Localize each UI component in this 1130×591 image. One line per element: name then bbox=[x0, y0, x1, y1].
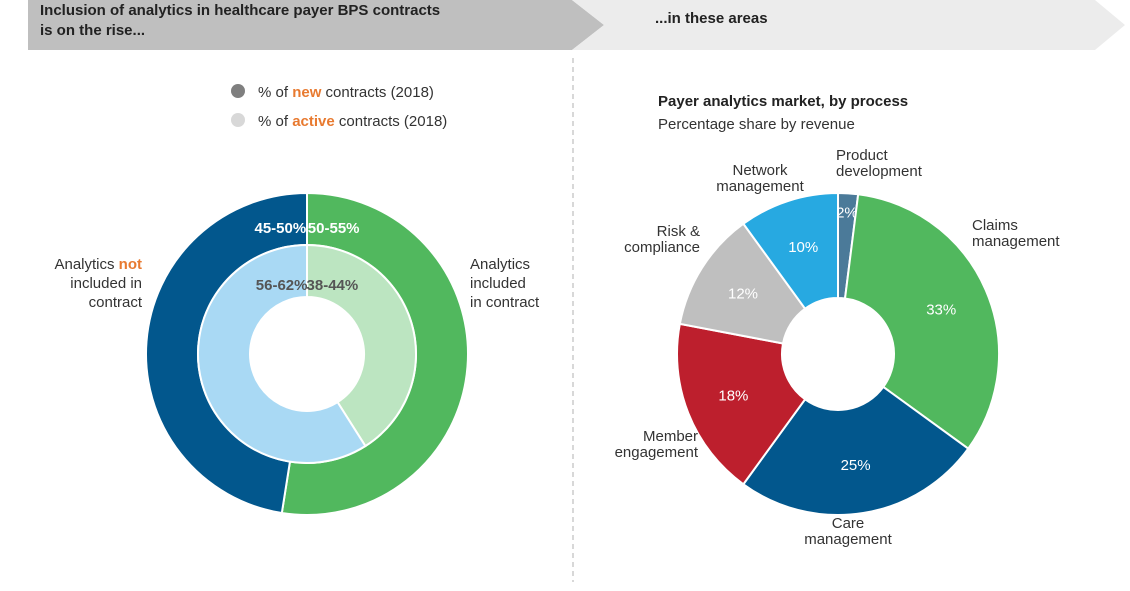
left-header-title-line1: Inclusion of analytics in healthcare pay… bbox=[40, 2, 440, 19]
process-name-4-line-0: Risk & bbox=[657, 223, 700, 240]
process-value-label-2: 25% bbox=[841, 457, 871, 474]
not-included-label-line2: included in bbox=[70, 275, 142, 292]
legend-label-new: % of new contracts (2018) bbox=[258, 84, 434, 101]
legend: % of new contracts (2018) % of active co… bbox=[231, 84, 447, 130]
process-value-label-0: 2% bbox=[836, 204, 858, 221]
inner-ring-slice-1 bbox=[197, 243, 367, 464]
not-included-label-line3: contract bbox=[89, 294, 143, 311]
process-value-label-1: 33% bbox=[926, 301, 956, 318]
process-name-1-line-1: management bbox=[972, 233, 1060, 250]
right-header-title: ...in these areas bbox=[655, 10, 768, 27]
right-chart-subtitle: Percentage share by revenue bbox=[658, 116, 855, 133]
not-included-label-line1: Analytics not bbox=[54, 256, 142, 273]
process-name-3-line-0: Member bbox=[643, 428, 698, 445]
process-slice-3 bbox=[676, 322, 807, 486]
inner-ring-label-1: 56-62% bbox=[256, 277, 308, 294]
legend-marker-active bbox=[231, 113, 245, 127]
process-name-5-line-1: management bbox=[716, 178, 804, 195]
process-slice-5 bbox=[741, 191, 839, 311]
process-name-1-line-0: Claims bbox=[972, 217, 1018, 234]
process-slice-1 bbox=[843, 193, 1000, 451]
process-name-0-line-0: Product bbox=[836, 147, 889, 164]
process-name-0-line-1: development bbox=[836, 163, 923, 180]
nested-donut-chart: 50-55%45-50% 38-44%56-62% bbox=[145, 191, 469, 516]
process-value-label-3: 18% bbox=[718, 387, 748, 404]
process-slice-2 bbox=[741, 385, 970, 516]
right-chart-title: Payer analytics market, by process bbox=[658, 93, 908, 110]
process-name-2-line-0: Care bbox=[832, 515, 865, 532]
included-label-line1: Analytics bbox=[470, 256, 530, 273]
process-name-5-line-0: Network bbox=[732, 162, 788, 179]
process-name-4-line-1: compliance bbox=[624, 239, 700, 256]
process-value-label-4: 12% bbox=[728, 286, 758, 303]
left-header-title-line2: is on the rise... bbox=[40, 22, 145, 39]
included-label-line2: included bbox=[470, 275, 526, 292]
legend-label-active: % of active contracts (2018) bbox=[258, 113, 447, 130]
outer-ring-label-1: 45-50% bbox=[254, 220, 306, 237]
outer-ring-label-0: 50-55% bbox=[308, 220, 360, 237]
left-header-banner bbox=[28, 0, 604, 50]
legend-marker-new bbox=[231, 84, 245, 98]
process-name-3-line-1: engagement bbox=[615, 444, 699, 461]
process-name-2-line-1: management bbox=[804, 531, 892, 548]
process-value-label-5: 10% bbox=[788, 239, 818, 256]
inner-ring-slice-0 bbox=[306, 243, 417, 448]
process-slice-4 bbox=[678, 222, 807, 345]
inner-ring-label-0: 38-44% bbox=[307, 277, 359, 294]
included-label-line3: in contract bbox=[470, 294, 540, 311]
process-donut-chart: 2%Productdevelopment33%Claimsmanagement2… bbox=[615, 147, 1061, 548]
right-header-banner bbox=[572, 0, 1125, 50]
